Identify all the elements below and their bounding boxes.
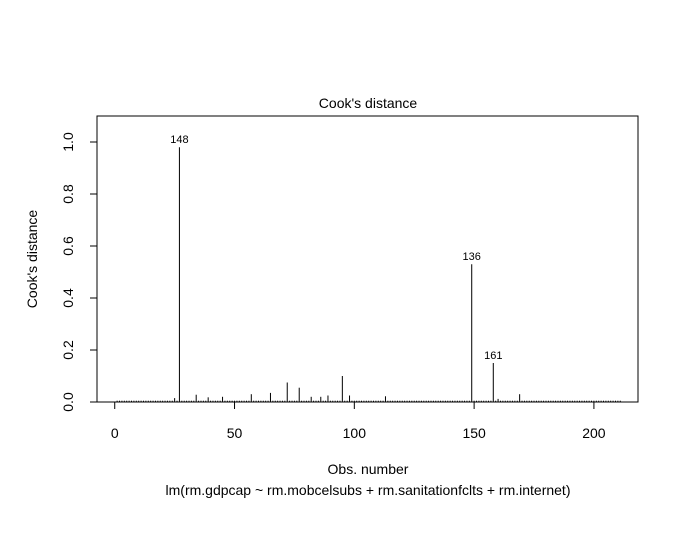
x-tick-label: 150 — [462, 425, 486, 441]
y-tick-label: 0.8 — [60, 184, 76, 204]
y-axis: 0.0 0.2 0.4 0.6 0.8 1.0 — [60, 132, 98, 412]
point-label: 148 — [170, 134, 188, 146]
y-tick-label: 0.2 — [60, 340, 76, 360]
x-axis-label: Obs. number — [328, 461, 409, 477]
chart-subtitle: lm(rm.gdpcap ~ rm.mobcelsubs + rm.sanita… — [166, 482, 571, 498]
y-tick-label: 0.0 — [60, 392, 76, 412]
y-tick-label: 1.0 — [60, 132, 76, 152]
plot-frame — [96, 115, 639, 403]
annotation-layer: 148 136 161 — [170, 134, 502, 362]
x-tick-label: 200 — [582, 425, 606, 441]
y-tick-label: 0.4 — [60, 288, 76, 308]
x-axis: 0 50 100 150 200 — [111, 401, 606, 441]
point-label: 136 — [463, 251, 481, 263]
chart-title: Cook's distance — [319, 95, 418, 111]
x-tick-label: 100 — [343, 425, 367, 441]
point-label: 161 — [484, 350, 502, 362]
x-tick-label: 0 — [111, 425, 119, 441]
y-tick-label: 0.6 — [60, 236, 76, 256]
y-axis-label: Cook's distance — [24, 210, 40, 309]
bar-series — [116, 147, 621, 402]
x-tick-label: 50 — [227, 425, 243, 441]
